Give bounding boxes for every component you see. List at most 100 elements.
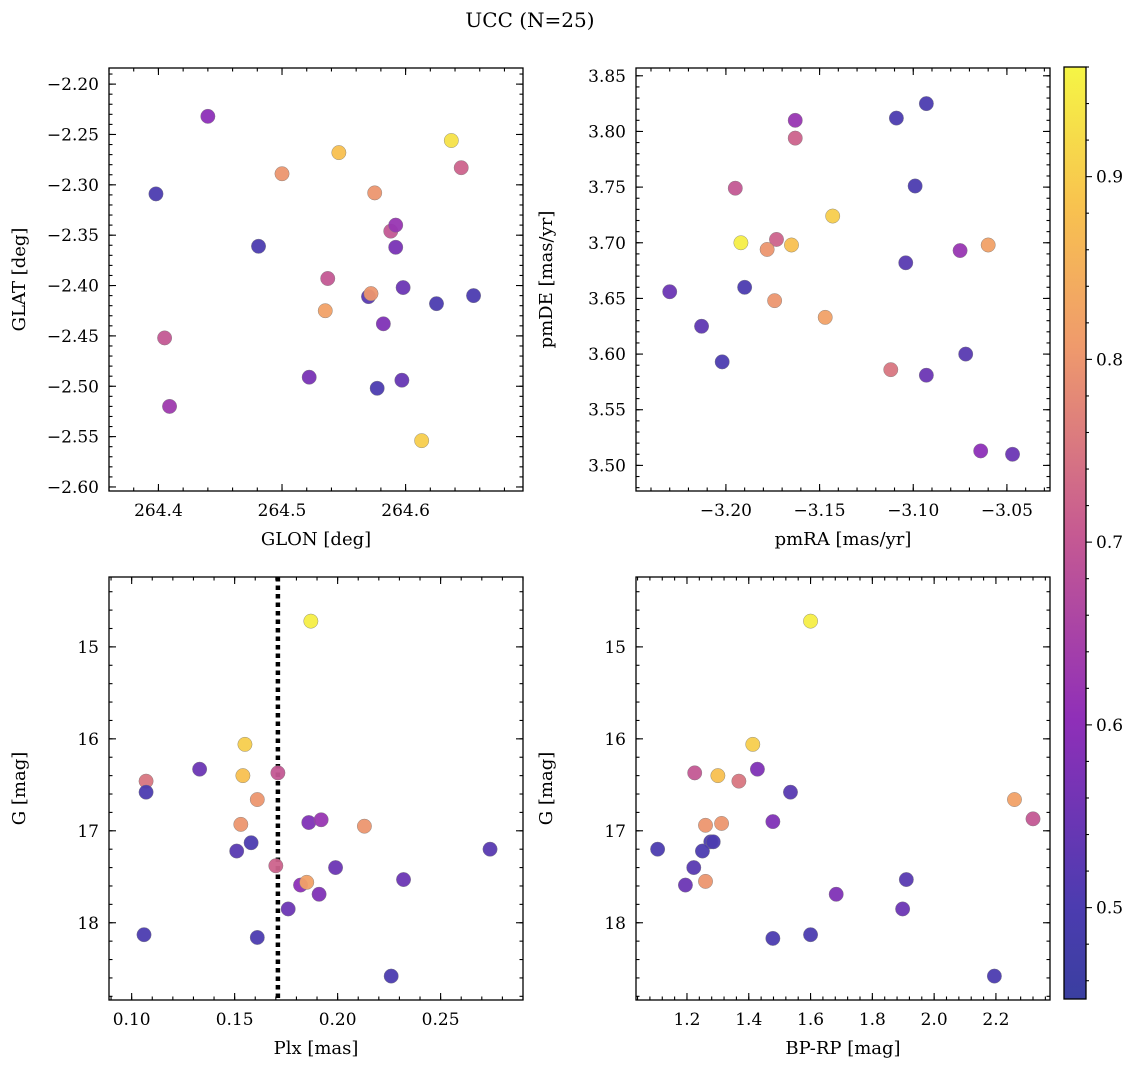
data-point bbox=[414, 433, 430, 449]
data-point bbox=[973, 443, 989, 459]
data-point bbox=[394, 372, 410, 388]
axes-frame bbox=[635, 576, 1051, 1001]
data-point bbox=[388, 217, 404, 233]
data-point bbox=[249, 792, 265, 807]
data-point bbox=[787, 112, 803, 128]
axes-frame bbox=[635, 67, 1051, 492]
x-axis-label: BP-RP [mag] bbox=[785, 1038, 900, 1059]
y-tick-label: −2.40 bbox=[47, 277, 99, 297]
y-tick-label: 3.55 bbox=[588, 401, 626, 421]
y-tick-label: −2.60 bbox=[47, 478, 99, 498]
data-point bbox=[731, 773, 747, 789]
x-tick-label: 1.4 bbox=[735, 1010, 762, 1030]
data-point bbox=[375, 316, 391, 332]
data-point bbox=[769, 232, 784, 247]
data-point bbox=[733, 235, 749, 251]
y-tick-label: 3.85 bbox=[588, 67, 626, 87]
data-point bbox=[650, 841, 666, 857]
data-point bbox=[192, 761, 208, 777]
data-point bbox=[299, 874, 315, 890]
x-tick-label: 2.2 bbox=[982, 1010, 1009, 1030]
data-point bbox=[898, 255, 914, 271]
y-tick-label: −2.55 bbox=[47, 428, 99, 448]
data-point bbox=[767, 293, 783, 309]
x-axis-label: pmRA [mas/yr] bbox=[775, 529, 912, 550]
y-tick-label: 3.60 bbox=[588, 345, 626, 365]
data-point bbox=[235, 768, 251, 784]
y-tick-label: 15 bbox=[77, 638, 99, 658]
data-point bbox=[803, 927, 818, 943]
y-tick-label: −2.50 bbox=[47, 377, 99, 397]
data-point bbox=[803, 613, 818, 629]
data-point bbox=[237, 736, 253, 752]
data-point bbox=[958, 346, 974, 362]
data-point bbox=[765, 930, 781, 946]
data-point bbox=[229, 843, 245, 859]
y-tick-label: −2.45 bbox=[47, 327, 99, 347]
data-point bbox=[817, 309, 833, 325]
data-point bbox=[918, 96, 934, 112]
data-point bbox=[698, 817, 713, 833]
data-point bbox=[482, 841, 498, 857]
x-tick-label: −3.20 bbox=[700, 501, 752, 521]
y-tick-label: 18 bbox=[77, 914, 99, 934]
data-point bbox=[383, 968, 399, 984]
data-point bbox=[274, 166, 290, 182]
data-point bbox=[783, 784, 798, 800]
colorbar-tick-label: 0.7 bbox=[1096, 533, 1123, 553]
data-point bbox=[251, 238, 266, 254]
data-point bbox=[705, 834, 721, 850]
data-point bbox=[695, 843, 710, 859]
data-point bbox=[907, 178, 923, 194]
data-point bbox=[313, 812, 329, 828]
data-point bbox=[898, 872, 914, 887]
data-point bbox=[443, 133, 459, 148]
panel-pmra-pmde: −3.20 −3.15 −3.10 −3.05 3.50 3.55 3.60 3.65 3.70… bbox=[536, 67, 1051, 550]
data-point bbox=[270, 765, 286, 781]
x-axis-label: GLON [deg] bbox=[261, 529, 371, 550]
y-axis-label: G [mag] bbox=[9, 752, 30, 825]
colorbar-tick-label: 0.5 bbox=[1096, 899, 1123, 919]
data-point bbox=[162, 398, 177, 414]
data-point bbox=[301, 369, 317, 385]
data-point bbox=[136, 927, 152, 943]
x-tick-label: 0.10 bbox=[113, 1010, 151, 1030]
colorbar-gradient bbox=[1064, 67, 1086, 999]
y-tick-label: 3.70 bbox=[588, 234, 626, 254]
data-point bbox=[328, 860, 343, 875]
axes-frame bbox=[108, 576, 524, 1001]
colorbar-frame bbox=[1063, 66, 1087, 1000]
data-point bbox=[138, 784, 154, 800]
figure-title: UCC (N=25) bbox=[465, 8, 594, 32]
data-point bbox=[363, 286, 379, 301]
data-point bbox=[320, 271, 336, 286]
data-point bbox=[759, 242, 775, 257]
x-tick-label: 0.20 bbox=[319, 1010, 357, 1030]
y-tick-label: 16 bbox=[604, 730, 626, 750]
data-point bbox=[883, 362, 899, 378]
data-point bbox=[687, 765, 703, 781]
y-tick-label: 17 bbox=[77, 822, 99, 842]
colorbar-tick-label: 0.8 bbox=[1096, 350, 1123, 370]
panel-glon-glat: 264.4 264.5 264.6 −2.20 −2.25 −2.30 −2.35 −2.40… bbox=[9, 67, 524, 550]
data-point bbox=[331, 145, 347, 161]
x-tick-label: 1.8 bbox=[859, 1010, 886, 1030]
y-tick-label: 17 bbox=[604, 822, 626, 842]
data-point bbox=[828, 886, 844, 902]
y-tick-label: −2.35 bbox=[47, 226, 99, 246]
x-tick-label: −3.10 bbox=[887, 501, 939, 521]
data-point bbox=[367, 185, 383, 201]
data-point bbox=[466, 288, 481, 304]
data-point bbox=[918, 367, 934, 383]
x-tick-label: 264.5 bbox=[258, 501, 307, 521]
data-point bbox=[784, 237, 799, 253]
x-tick-label: 2.0 bbox=[921, 1010, 948, 1030]
x-tick-label: 0.15 bbox=[216, 1010, 254, 1030]
data-point bbox=[662, 284, 678, 300]
x-tick-label: 264.6 bbox=[381, 501, 430, 521]
data-point bbox=[429, 296, 444, 312]
data-point bbox=[396, 872, 411, 887]
y-axis-label: GLAT [deg] bbox=[9, 228, 30, 332]
data-point bbox=[727, 180, 743, 196]
